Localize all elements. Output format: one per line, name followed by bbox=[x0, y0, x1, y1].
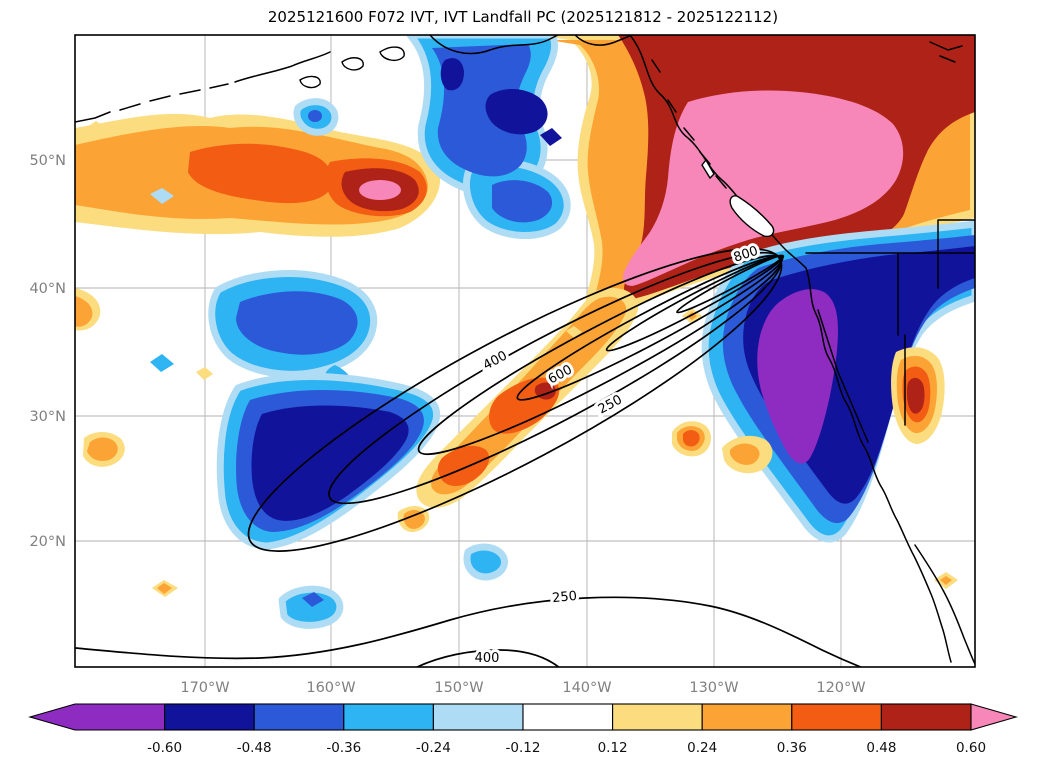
filled-region-positive-core bbox=[359, 180, 401, 200]
filled-region-negative bbox=[492, 180, 553, 223]
coastline-us-west bbox=[805, 267, 952, 663]
y-tick-label: 20°N bbox=[29, 534, 66, 550]
filled-region-positive bbox=[730, 443, 760, 465]
filled-region-positive bbox=[157, 583, 172, 594]
filled-region-negative bbox=[150, 354, 174, 372]
colorbar-tick-label: 0.36 bbox=[777, 740, 807, 756]
filled-region-negative bbox=[308, 110, 322, 122]
filled-region-negative-core bbox=[757, 289, 838, 464]
border-box-right-edge bbox=[937, 219, 975, 289]
colorbar-tick-label: 0.12 bbox=[598, 740, 628, 756]
coastlines bbox=[75, 35, 975, 665]
filled-region-negative-core bbox=[440, 58, 464, 91]
ivt-contour-250-south bbox=[75, 596, 863, 667]
coastline-fjord-islands bbox=[651, 59, 763, 233]
colorbar: -0.60 -0.48 -0.36 -0.24 -0.12 0.12 0.24 … bbox=[28, 703, 1018, 756]
border-state-vertical bbox=[897, 252, 906, 426]
filled-region-negative bbox=[463, 543, 508, 581]
island-alaska bbox=[379, 46, 405, 62]
x-tick-label: 150°W bbox=[434, 680, 483, 696]
filled-region-positive bbox=[196, 367, 213, 380]
coastline-southeast-alaska-bc bbox=[629, 35, 807, 269]
filled-region-positive bbox=[75, 296, 93, 327]
plot-border bbox=[74, 34, 976, 668]
colorbar-cell bbox=[253, 703, 345, 731]
colorbar-tick-label: -0.60 bbox=[147, 740, 182, 756]
colorbar-tick-label: 0.60 bbox=[956, 740, 986, 756]
figure-title: 2025121600 F072 IVT, IVT Landfall PC (20… bbox=[268, 8, 778, 26]
plot-area: 400 600 250 800 250 400 bbox=[75, 35, 975, 667]
filled-region-positive bbox=[86, 121, 106, 135]
y-axis-labels: 50°N 40°N 30°N 20°N bbox=[29, 153, 66, 550]
border-california-nevada bbox=[817, 309, 869, 443]
coastline-top-right-islands bbox=[929, 41, 963, 63]
colorbar-tick-label: 0.48 bbox=[866, 740, 896, 756]
x-axis-labels: 170°W 160°W 150°W 140°W 130°W 120°W bbox=[180, 680, 865, 696]
colorbar-cell bbox=[432, 703, 524, 731]
contour-label-400-south: 400 bbox=[475, 651, 500, 666]
colorbar-cell bbox=[343, 703, 434, 731]
colorbar-cell bbox=[880, 703, 972, 731]
filled-region-positive bbox=[188, 143, 333, 204]
filled-region-negative bbox=[150, 188, 174, 204]
filled-contour-shading bbox=[75, 35, 975, 629]
coastline-aleutians bbox=[75, 51, 331, 123]
filled-region-positive bbox=[566, 326, 582, 338]
filled-region-negative-core bbox=[251, 405, 409, 521]
filled-region-negative bbox=[278, 585, 344, 629]
coastline-gulf-of-california bbox=[914, 544, 975, 665]
colorbar-tick-label: -0.48 bbox=[237, 740, 272, 756]
ivt-contour-inner bbox=[676, 254, 784, 314]
x-tick-label: 160°W bbox=[306, 680, 355, 696]
contour-label-250-south: 250 bbox=[552, 589, 578, 607]
filled-region-positive bbox=[940, 576, 952, 585]
y-tick-label: 30°N bbox=[29, 409, 66, 425]
colorbar-cell bbox=[791, 703, 882, 731]
filled-region-negative-core bbox=[485, 88, 548, 135]
filled-region-positive bbox=[403, 509, 425, 529]
island-haida-gwaii bbox=[701, 158, 715, 180]
colorbar-cell-below-min bbox=[28, 703, 166, 731]
colorbar-tick-label: 0.24 bbox=[687, 740, 717, 756]
island-kodiak bbox=[341, 57, 364, 71]
x-tick-label: 120°W bbox=[816, 680, 865, 696]
filled-region-positive-core bbox=[683, 430, 700, 447]
filled-region-positive-core bbox=[907, 377, 925, 414]
island-vancouver bbox=[729, 195, 775, 238]
colorbar-tick-label: -0.12 bbox=[506, 740, 541, 756]
colorbar-tick-labels: -0.60 -0.48 -0.36 -0.24 -0.12 0.12 0.24 … bbox=[147, 740, 986, 756]
colorbar-cell-above-max bbox=[970, 703, 1018, 731]
filled-region-positive bbox=[437, 445, 490, 486]
filled-region-negative bbox=[302, 592, 324, 607]
x-tick-label: 170°W bbox=[180, 680, 229, 696]
colorbar-tick-label: -0.24 bbox=[416, 740, 451, 756]
filled-region-positive bbox=[87, 437, 118, 461]
colorbar-cell bbox=[164, 703, 255, 731]
y-tick-label: 50°N bbox=[29, 153, 66, 169]
x-tick-label: 140°W bbox=[562, 680, 611, 696]
island-alaska-peninsula bbox=[299, 75, 321, 89]
ivt-contour-lines bbox=[75, 248, 863, 667]
colorbar-cell bbox=[522, 703, 614, 731]
ivt-contour-400-south bbox=[415, 649, 561, 667]
y-tick-label: 40°N bbox=[29, 281, 66, 297]
coastline-alaska-mainland bbox=[429, 35, 633, 55]
colorbar-cell bbox=[701, 703, 793, 731]
colorbar-cell bbox=[612, 703, 703, 731]
filled-region-negative bbox=[236, 291, 358, 355]
filled-region-negative-core bbox=[540, 128, 562, 146]
colorbar-tick-label: -0.36 bbox=[326, 740, 361, 756]
x-tick-label: 130°W bbox=[689, 680, 738, 696]
